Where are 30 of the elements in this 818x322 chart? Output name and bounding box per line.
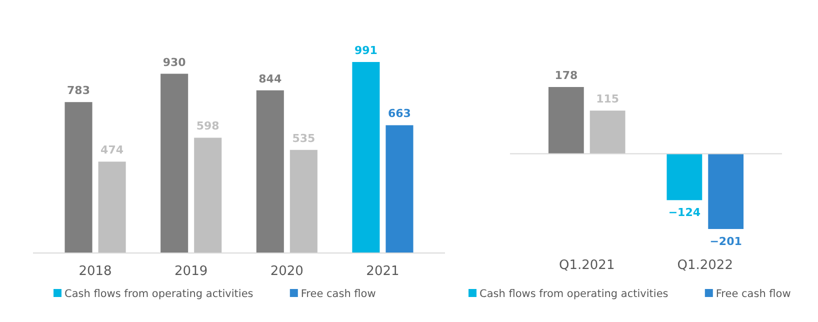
data-label: 663 <box>388 107 411 120</box>
bar <box>386 125 414 253</box>
legend-label: Free cash flow <box>716 288 792 300</box>
data-label: −201 <box>710 235 742 248</box>
legend-label: Free cash flow <box>300 288 376 300</box>
data-label: 598 <box>196 120 220 133</box>
data-label: 115 <box>596 92 620 106</box>
x-tick-label: Q1.2021 <box>559 258 615 273</box>
x-tick-label: 2018 <box>78 264 112 279</box>
data-label: 178 <box>554 69 578 82</box>
x-tick-label: 2019 <box>174 264 208 279</box>
bar <box>64 102 92 253</box>
data-label: 474 <box>100 144 124 157</box>
bar <box>160 74 188 253</box>
data-label: 783 <box>67 84 90 98</box>
legend-label: Cash flows from operating activities <box>64 288 254 300</box>
x-tick-label: 2021 <box>366 264 400 279</box>
data-label: 844 <box>258 72 282 86</box>
data-label: 991 <box>354 44 378 57</box>
data-label: −124 <box>668 206 701 220</box>
bar <box>98 162 126 253</box>
x-tick-label: Q1.2022 <box>677 258 733 273</box>
data-label: 535 <box>292 132 316 145</box>
data-label: 930 <box>162 56 186 69</box>
bar <box>352 62 380 253</box>
bar <box>290 150 318 253</box>
x-tick-label: 2020 <box>270 264 304 279</box>
bar <box>194 138 222 253</box>
legend-label: Cash flows from operating activities <box>480 288 668 300</box>
bar <box>256 90 284 253</box>
